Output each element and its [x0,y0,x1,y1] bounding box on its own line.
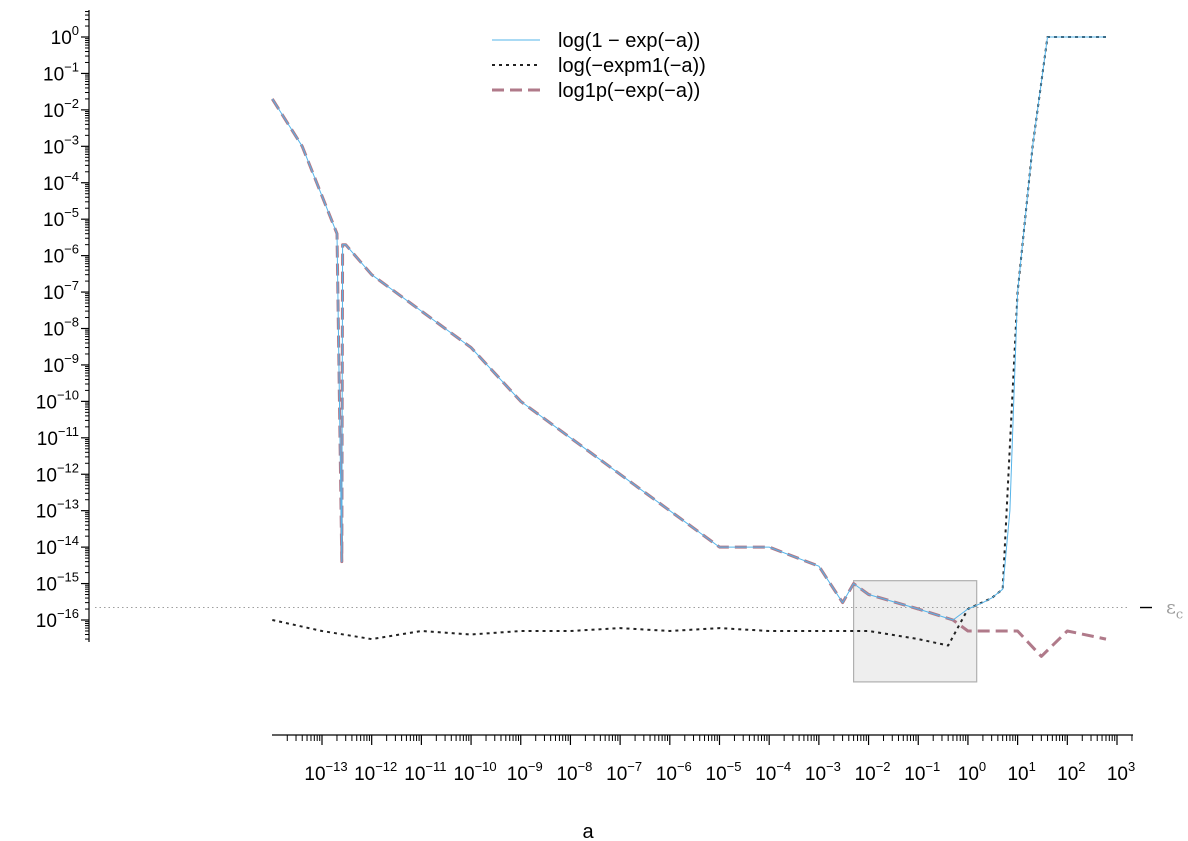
y-tick-label: 10−11 [37,424,79,450]
y-tick-label: 10−15 [36,570,79,596]
legend-label: log(1 − exp(−a)) [558,30,700,52]
y-tick-label: 10−8 [43,315,79,341]
x-axis-label: a [582,821,594,841]
x-tick-label: 10−5 [706,759,742,785]
epsilon-label: εc [1166,597,1183,623]
reference-line-layer: εc [95,597,1183,623]
y-tick-label: 10−12 [36,460,79,486]
x-tick-label: 10−4 [755,759,791,785]
x-tick-label: 10−11 [404,759,446,785]
x-tick-label: 101 [1007,759,1035,785]
y-tick-label: 10−1 [43,59,79,85]
x-axis: 10−13 10−12 10−11 10−10 10−9 10−8 10−7 10−6 10−5… [272,734,1135,785]
x-tick-label: 103 [1107,759,1135,785]
y-tick-label: 10−14 [36,533,79,559]
y-tick-label: 10−6 [43,242,79,268]
x-tick-label: 10−8 [556,759,592,785]
y-tick-label: 10−10 [36,387,79,413]
series-line [271,36,1106,621]
x-tick-label: 100 [958,759,986,785]
x-tick-label: 102 [1057,759,1085,785]
x-tick-label: 10−9 [507,759,543,785]
x-tick-label: 10−10 [453,759,496,785]
x-tick-label: 10−6 [656,759,692,785]
x-tick-label: 10−12 [354,759,397,785]
series-line [271,98,1107,658]
x-tick-label: 10−13 [304,759,347,785]
x-tick-label: 10−3 [805,759,841,785]
y-tick-label: 10−16 [36,606,79,632]
series-line [272,36,1106,647]
y-tick-label: 10−13 [36,497,79,523]
y-tick-label: 10−9 [43,351,79,377]
y-axis: 100 10−1 10−2 10−3 10−4 10−5 10−6 10−7 10−8 10−9 1… [36,10,90,642]
legend-label: log(−expm1(−a)) [558,55,706,77]
legend: log(1 − exp(−a)) log(−expm1(−a)) log1p(−ex… [492,30,706,102]
y-tick-label: 10−2 [43,96,79,122]
y-tick-label: 10−4 [43,169,79,195]
y-tick-label: 10−5 [43,205,79,231]
x-tick-label: 10−2 [855,759,891,785]
y-tick-label: 10−3 [43,132,79,158]
y-tick-label: 100 [51,23,79,49]
x-tick-label: 10−1 [904,759,940,785]
x-tick-label: 10−7 [606,759,642,785]
y-tick-label: 10−7 [43,278,79,304]
series-layer [271,36,1107,658]
legend-label: log1p(−exp(−a)) [558,80,700,102]
